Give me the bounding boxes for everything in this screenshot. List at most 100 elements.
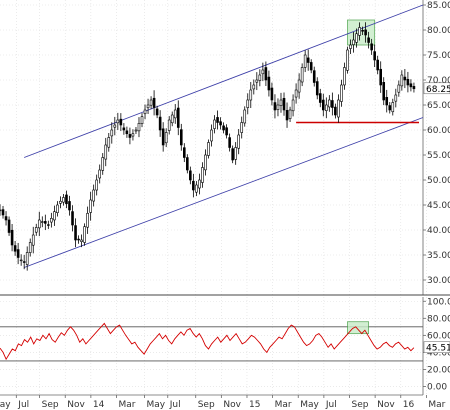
x-tick-label: Mar — [428, 400, 445, 410]
price-bar-body — [71, 211, 74, 226]
price-bar-body — [222, 125, 225, 131]
price-bar-body — [125, 130, 129, 135]
y-tick-label: 30.00 — [427, 276, 450, 286]
last-oscillator-badge — [423, 341, 450, 353]
price-bar-body — [22, 261, 26, 263]
price-bar-body — [273, 102, 277, 111]
price-bar-body — [40, 221, 44, 223]
price-bar-body — [246, 99, 250, 108]
price-bar-body — [306, 57, 310, 63]
last-price-badge — [423, 82, 450, 95]
price-bar-body — [62, 197, 65, 203]
price-bar-body — [340, 84, 343, 102]
y-tick-label: 65.00 — [427, 101, 450, 111]
price-bar-body — [155, 108, 159, 116]
price-bar-body — [176, 107, 180, 128]
y-tick-label: 75.00 — [427, 51, 450, 61]
price-bar-body — [164, 132, 168, 144]
price-bar-body — [294, 89, 298, 98]
price-bar-body — [349, 44, 352, 49]
oscillator-panel: 0.00 20.00 40.00 60.00 80.00 100.00 45.51 — [0, 297, 450, 395]
price-bar-body — [409, 83, 413, 88]
price-bar-body — [297, 79, 301, 93]
y-tick-label: 80.00 — [427, 26, 450, 36]
price-bar-body — [255, 79, 259, 83]
price-bar-body — [276, 104, 280, 110]
price-bar-body — [98, 169, 102, 179]
price-bar-body — [361, 30, 364, 32]
price-bar-body — [249, 89, 253, 101]
oscillator-line — [0, 322, 415, 361]
x-tick-label: Mar — [119, 400, 136, 410]
price-bar-body — [243, 109, 247, 124]
price-bar-body — [186, 157, 189, 171]
price-bar-body — [328, 99, 331, 108]
x-axis: May Jul Sep Nov 14 Mar May Jul Sep Nov 15 Mar May Jul… — [0, 394, 446, 410]
price-bar-body — [267, 76, 271, 91]
x-tick-label: Sep — [42, 400, 59, 410]
price-bar-body — [270, 87, 274, 101]
price-bar-body — [25, 252, 29, 265]
price-bar-body — [376, 59, 379, 71]
price-bar-body — [137, 123, 141, 132]
price-bar-body — [59, 200, 62, 204]
y-tick-label: 45.00 — [427, 201, 450, 211]
y-tick-label: 85.00 — [427, 1, 450, 11]
price-bar-body — [101, 157, 105, 171]
x-tick-label: Jul — [325, 400, 337, 410]
price-bar-body — [261, 69, 265, 75]
price-bar-body — [47, 224, 50, 226]
price-bar-body — [65, 194, 68, 205]
y-tick-label: 80.00 — [427, 314, 450, 324]
price-bar-body — [303, 54, 307, 68]
price-bar-body — [173, 109, 177, 119]
price-bar-body — [373, 51, 376, 61]
y-tick-label: 55.00 — [427, 151, 450, 161]
x-tick-label: Nov — [377, 400, 395, 410]
price-bar-body — [158, 116, 162, 131]
price-bar-body — [291, 99, 295, 112]
price-bar-body — [370, 43, 373, 51]
x-tick-label: Mar — [275, 400, 292, 410]
price-bar-body — [234, 147, 237, 160]
price-bar-body — [74, 225, 77, 241]
price-bar-body — [318, 93, 322, 103]
price-bar-body — [128, 134, 132, 138]
x-tick-label: 14 — [93, 400, 105, 410]
x-tick-label: Jul — [17, 400, 29, 410]
price-bar-body — [1, 209, 5, 216]
price-bar-body — [152, 97, 156, 108]
price-bar-body — [400, 74, 404, 87]
price-bar-body — [37, 219, 41, 229]
price-bar-body — [225, 127, 228, 136]
price-bar-body — [19, 259, 23, 262]
price-bar-body — [89, 199, 92, 213]
price-bar-body — [28, 242, 32, 253]
price-bar-body — [83, 226, 86, 243]
y-tick-label: 60.00 — [427, 331, 450, 341]
price-bar-body — [213, 119, 216, 129]
price-bar-body — [119, 118, 123, 126]
price-bar-body — [149, 99, 153, 106]
price-bar-body — [195, 184, 198, 193]
price-bar-body — [189, 170, 192, 181]
price-bar-body — [207, 142, 210, 156]
channel-upper-line — [24, 4, 424, 158]
price-bar-body — [77, 238, 80, 241]
channel-lower-line — [24, 117, 424, 268]
price-bar-body — [68, 201, 71, 211]
price-bar-body — [258, 74, 262, 81]
price-bar-body — [107, 137, 111, 148]
x-tick-label-partial: May — [0, 400, 11, 410]
price-bar-body — [4, 216, 8, 221]
price-bar-body — [288, 109, 292, 119]
y-tick-label: 35.00 — [427, 251, 450, 261]
price-bar-body — [331, 100, 334, 108]
price-bar-body — [143, 109, 147, 115]
price-bar-body — [337, 99, 340, 118]
price-panel: 30.00 35.00 40.00 45.00 50.00 55.00 60.00 65.00… — [0, 0, 450, 296]
price-bar-body — [95, 179, 98, 191]
price-bar-body — [397, 84, 401, 93]
price-bar-body — [264, 67, 268, 81]
